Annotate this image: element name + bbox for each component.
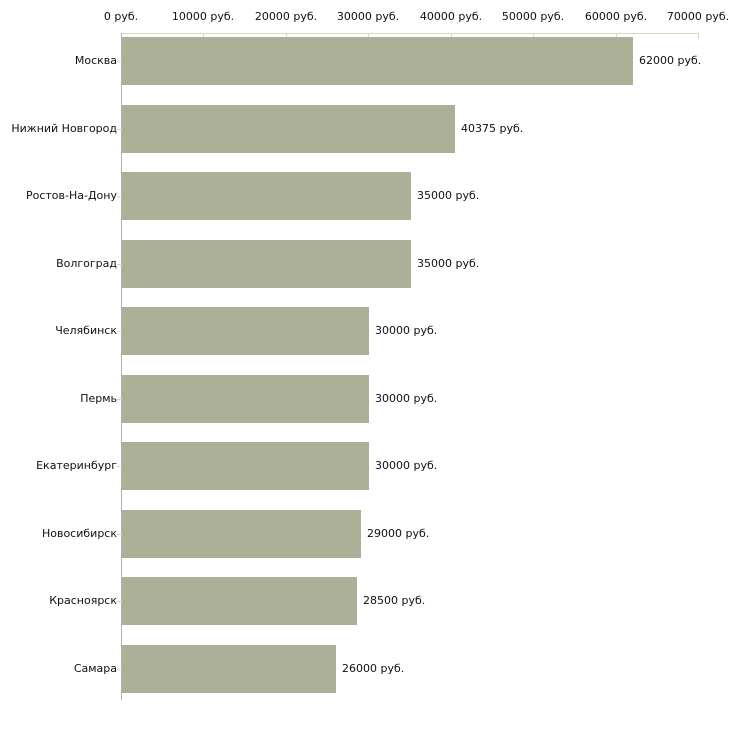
value-label: 28500 руб. xyxy=(363,594,426,607)
x-axis-tick xyxy=(616,33,617,39)
category-tick xyxy=(117,466,122,467)
bar xyxy=(122,105,455,153)
category-label: Челябинск xyxy=(55,324,117,337)
category-tick xyxy=(117,669,122,670)
category-label: Нижний Новгород xyxy=(11,122,117,135)
x-axis-tick-label: 10000 руб. xyxy=(171,10,235,23)
x-axis-tick xyxy=(286,33,287,39)
bar xyxy=(122,172,411,220)
category-tick xyxy=(117,61,122,62)
category-label: Самара xyxy=(73,662,117,675)
bar xyxy=(122,37,633,85)
category-label: Москва xyxy=(74,54,117,67)
value-label: 29000 руб. xyxy=(367,527,430,540)
bar xyxy=(122,442,369,490)
x-axis-tick xyxy=(368,33,369,39)
category-label: Красноярск xyxy=(49,594,117,607)
category-tick xyxy=(117,264,122,265)
x-axis-tick-label: 20000 руб. xyxy=(254,10,318,23)
category-label: Новосибирск xyxy=(41,527,117,540)
category-tick xyxy=(117,129,122,130)
x-axis-tick-label: 30000 руб. xyxy=(336,10,400,23)
category-tick xyxy=(117,196,122,197)
x-axis-tick xyxy=(203,33,204,39)
x-axis-tick-label: 50000 руб. xyxy=(501,10,565,23)
value-label: 40375 руб. xyxy=(461,122,524,135)
x-axis-tick-label: 70000 руб. xyxy=(666,10,730,23)
x-axis-tick xyxy=(451,33,452,39)
category-label: Волгоград xyxy=(56,257,117,270)
x-axis-tick xyxy=(533,33,534,39)
x-axis-tick xyxy=(698,33,699,39)
bar xyxy=(122,375,369,423)
category-label: Ростов-На-Дону xyxy=(25,189,117,202)
bar xyxy=(122,577,357,625)
bar xyxy=(122,307,369,355)
bar xyxy=(122,645,336,693)
value-label: 30000 руб. xyxy=(375,324,438,337)
category-tick xyxy=(117,331,122,332)
x-axis-tick-label: 60000 руб. xyxy=(584,10,648,23)
category-label: Екатеринбург xyxy=(36,459,117,472)
y-axis-line xyxy=(121,33,122,700)
value-label: 35000 руб. xyxy=(417,257,480,270)
x-axis-line xyxy=(121,33,699,34)
bar xyxy=(122,510,361,558)
value-label: 30000 руб. xyxy=(375,459,438,472)
value-label: 35000 руб. xyxy=(417,189,480,202)
bar xyxy=(122,240,411,288)
x-axis-tick-label: 0 руб. xyxy=(103,10,139,23)
category-tick xyxy=(117,399,122,400)
value-label: 62000 руб. xyxy=(639,54,702,67)
x-axis-tick-label: 40000 руб. xyxy=(419,10,483,23)
value-label: 26000 руб. xyxy=(342,662,405,675)
category-tick xyxy=(117,534,122,535)
value-label: 30000 руб. xyxy=(375,392,438,405)
category-tick xyxy=(117,601,122,602)
category-label: Пермь xyxy=(80,392,117,405)
